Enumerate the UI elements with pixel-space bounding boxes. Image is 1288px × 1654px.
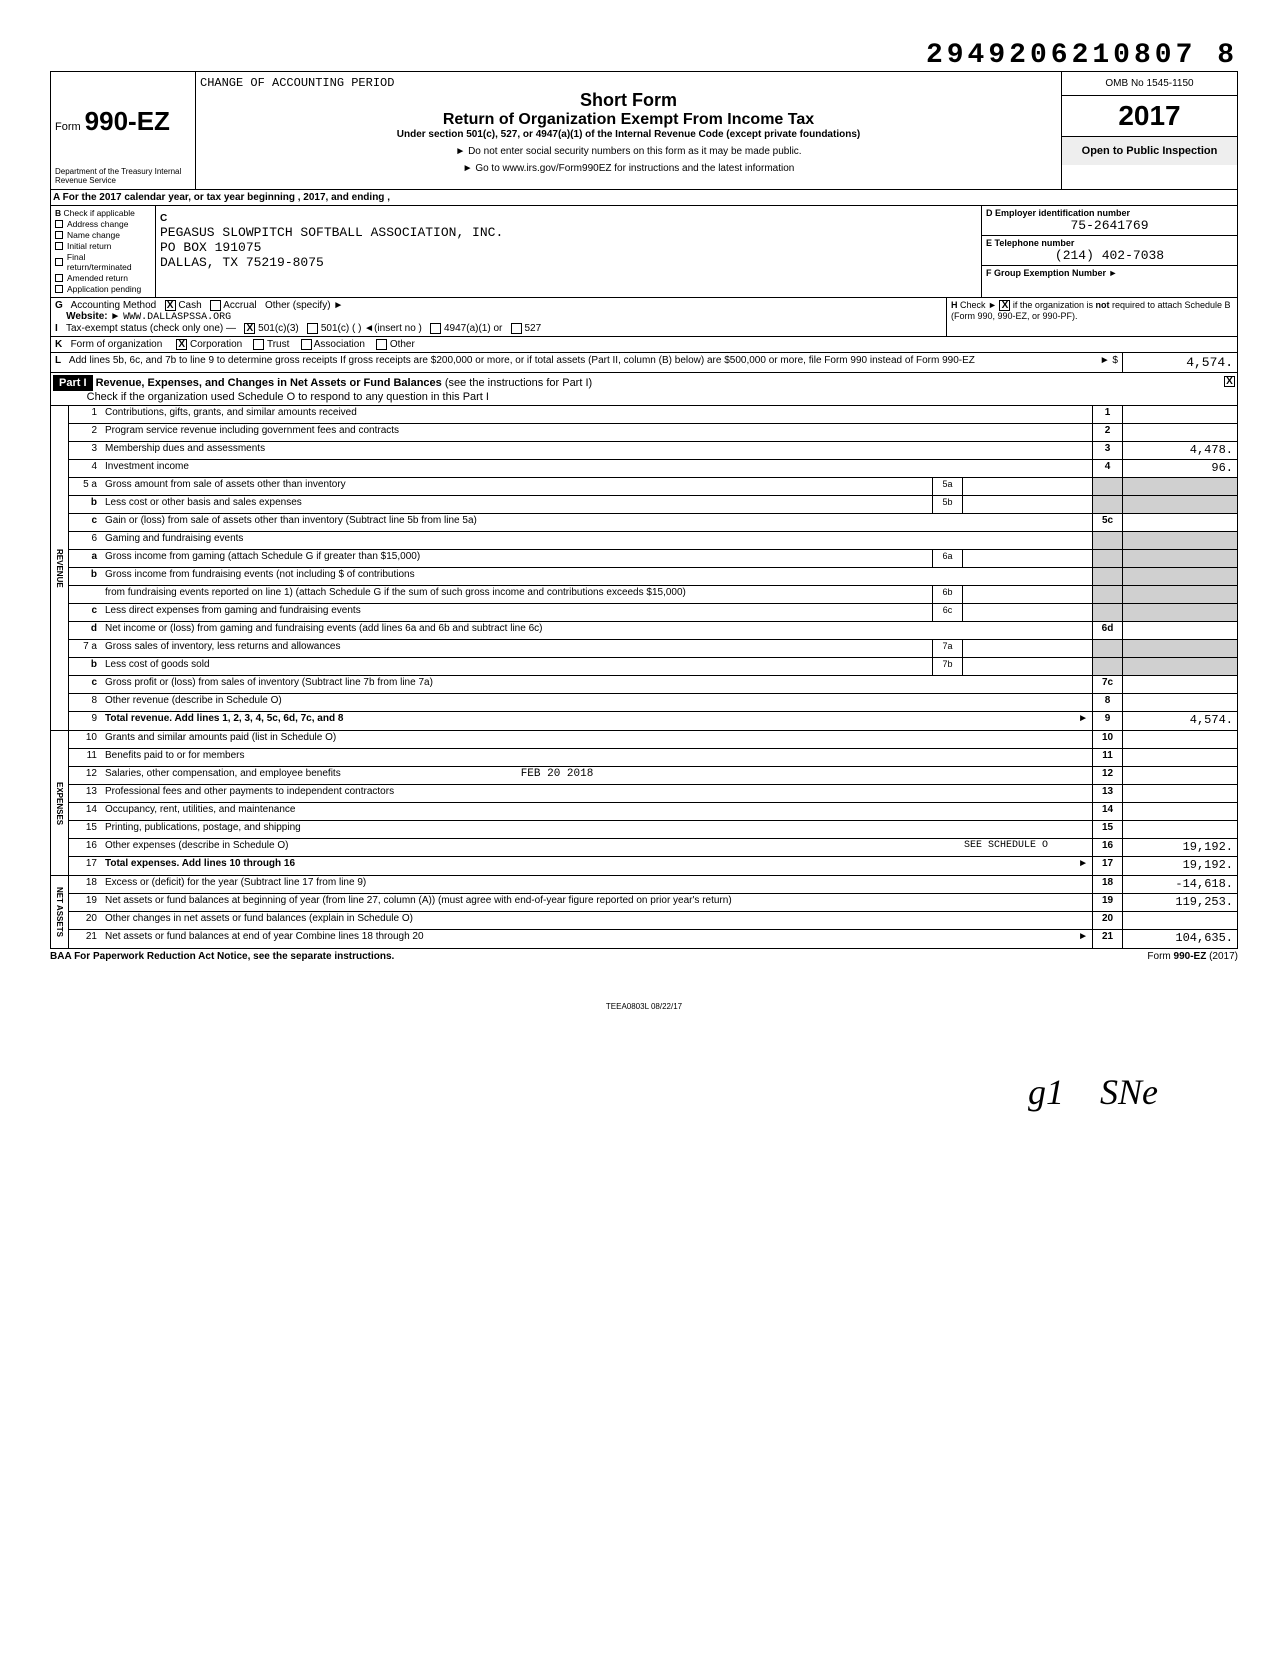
org-city-state: DALLAS, TX 75219-8075: [160, 255, 324, 270]
part1-header: Part I Revenue, Expenses, and Changes in…: [50, 373, 1238, 406]
section-d-label: D Employer identification number: [986, 208, 1233, 218]
line17-amt: 19,192.: [1122, 857, 1237, 875]
part1-table: REVENUE 1Contributions, gifts, grants, a…: [50, 406, 1238, 949]
line9-amt: 4,574.: [1122, 712, 1237, 730]
line3-amt: 4,478.: [1122, 442, 1237, 459]
footer-right: Form 990-EZ (2017): [1147, 951, 1238, 962]
short-form-label: Short Form: [580, 90, 677, 110]
checkbox-name[interactable]: [55, 231, 63, 239]
checkbox-cash[interactable]: X: [165, 300, 176, 311]
check-applicable: Check if applicable: [64, 208, 135, 218]
ein: 75-2641769: [986, 218, 1233, 233]
checkbox-501c3[interactable]: X: [244, 323, 255, 334]
subtitle: Under section 501(c), 527, or 4947(a)(1)…: [200, 129, 1057, 140]
tax-exempt-label: Tax-exempt status (check only one) —: [66, 323, 236, 334]
part1-title: Revenue, Expenses, and Changes in Net As…: [96, 377, 442, 389]
goto-url: ► Go to www.irs.gov/Form990EZ for instru…: [200, 163, 1057, 174]
checkbox-pending[interactable]: [55, 285, 63, 293]
dept-label: Department of the Treasury Internal Reve…: [55, 167, 191, 185]
open-public: Open to Public Inspection: [1062, 137, 1237, 165]
section-h: H Check ► X if the organization is not r…: [947, 298, 1237, 336]
footer: BAA For Paperwork Reduction Act Notice, …: [50, 951, 1238, 962]
document-number: 2949206210807 8: [50, 40, 1238, 71]
row-l: L Add lines 5b, 6c, and 7b to line 9 to …: [50, 353, 1238, 373]
line16-amt: 19,192.: [1122, 839, 1237, 856]
part1-label: Part I: [53, 375, 93, 391]
ssn-warning: ► Do not enter social security numbers o…: [200, 146, 1057, 157]
part1-check-text: Check if the organization used Schedule …: [87, 391, 489, 403]
change-period: CHANGE OF ACCOUNTING PERIOD: [200, 76, 1057, 90]
netassets-side-label: NET ASSETS: [51, 876, 69, 948]
form-number: 990-EZ: [85, 106, 170, 137]
website-label: Website: ►: [66, 311, 120, 322]
checkbox-527[interactable]: [511, 323, 522, 334]
row-a-tax-year: A For the 2017 calendar year, or tax yea…: [50, 190, 1238, 206]
section-b-label: B: [55, 208, 61, 218]
return-title: Return of Organization Exempt From Incom…: [443, 111, 814, 128]
telephone: (214) 402-7038: [986, 248, 1233, 263]
accounting-method-label: Accounting Method: [71, 300, 157, 311]
form-header: Form 990-EZ Department of the Treasury I…: [50, 71, 1238, 190]
org-address: PO BOX 191075: [160, 240, 261, 255]
checkbox-association[interactable]: [301, 339, 312, 350]
checkbox-other-org[interactable]: [376, 339, 387, 350]
footer-left: BAA For Paperwork Reduction Act Notice, …: [50, 951, 394, 962]
expenses-side-label: EXPENSES: [51, 731, 69, 875]
line21-amt: 104,635.: [1122, 930, 1237, 948]
section-e-label: E Telephone number: [986, 238, 1233, 248]
checkbox-amended[interactable]: [55, 274, 63, 282]
website-url: WWW.DALLASPSSA.ORG: [123, 312, 231, 323]
form-prefix: Form: [55, 121, 81, 133]
checkbox-initial[interactable]: [55, 242, 63, 250]
section-f-label: F Group Exemption Number ►: [986, 268, 1233, 278]
checkbox-final[interactable]: [55, 258, 63, 266]
checkbox-accrual[interactable]: [210, 300, 221, 311]
teea-code: TEEA0803L 08/22/17: [50, 1002, 1238, 1011]
row-k: K Form of organization X Corporation Tru…: [50, 337, 1238, 353]
row-gh: G Accounting Method X Cash Accrual Other…: [50, 298, 1238, 337]
part1-note: (see the instructions for Part I): [445, 377, 592, 389]
date-stamp: FEB 20 2018: [521, 768, 594, 780]
checkbox-address[interactable]: [55, 220, 63, 228]
checkbox-schedule-b[interactable]: X: [999, 300, 1010, 311]
line19-amt: 119,253.: [1122, 894, 1237, 911]
revenue-side-label: REVENUE: [51, 406, 69, 730]
see-schedule-o: SEE SCHEDULE O: [964, 840, 1048, 851]
checkbox-4947[interactable]: [430, 323, 441, 334]
checkbox-schedule-o[interactable]: X: [1224, 376, 1235, 387]
checkbox-trust[interactable]: [253, 339, 264, 350]
gross-receipts-amount: 4,574.: [1122, 353, 1237, 372]
section-c-label: C: [160, 213, 167, 224]
line4-amt: 96.: [1122, 460, 1237, 477]
checkbox-501c[interactable]: [307, 323, 318, 334]
checkbox-corporation[interactable]: X: [176, 339, 187, 350]
section-bc: B Check if applicable Address change Nam…: [50, 206, 1238, 298]
line18-amt: -14,618.: [1122, 876, 1237, 893]
signature: g1 SNe: [50, 1071, 1238, 1113]
org-name: PEGASUS SLOWPITCH SOFTBALL ASSOCIATION, …: [160, 225, 503, 240]
omb-number: OMB No 1545-1150: [1062, 72, 1237, 96]
row-l-text: Add lines 5b, 6c, and 7b to line 9 to de…: [69, 355, 975, 366]
tax-year: 2017: [1062, 96, 1237, 137]
